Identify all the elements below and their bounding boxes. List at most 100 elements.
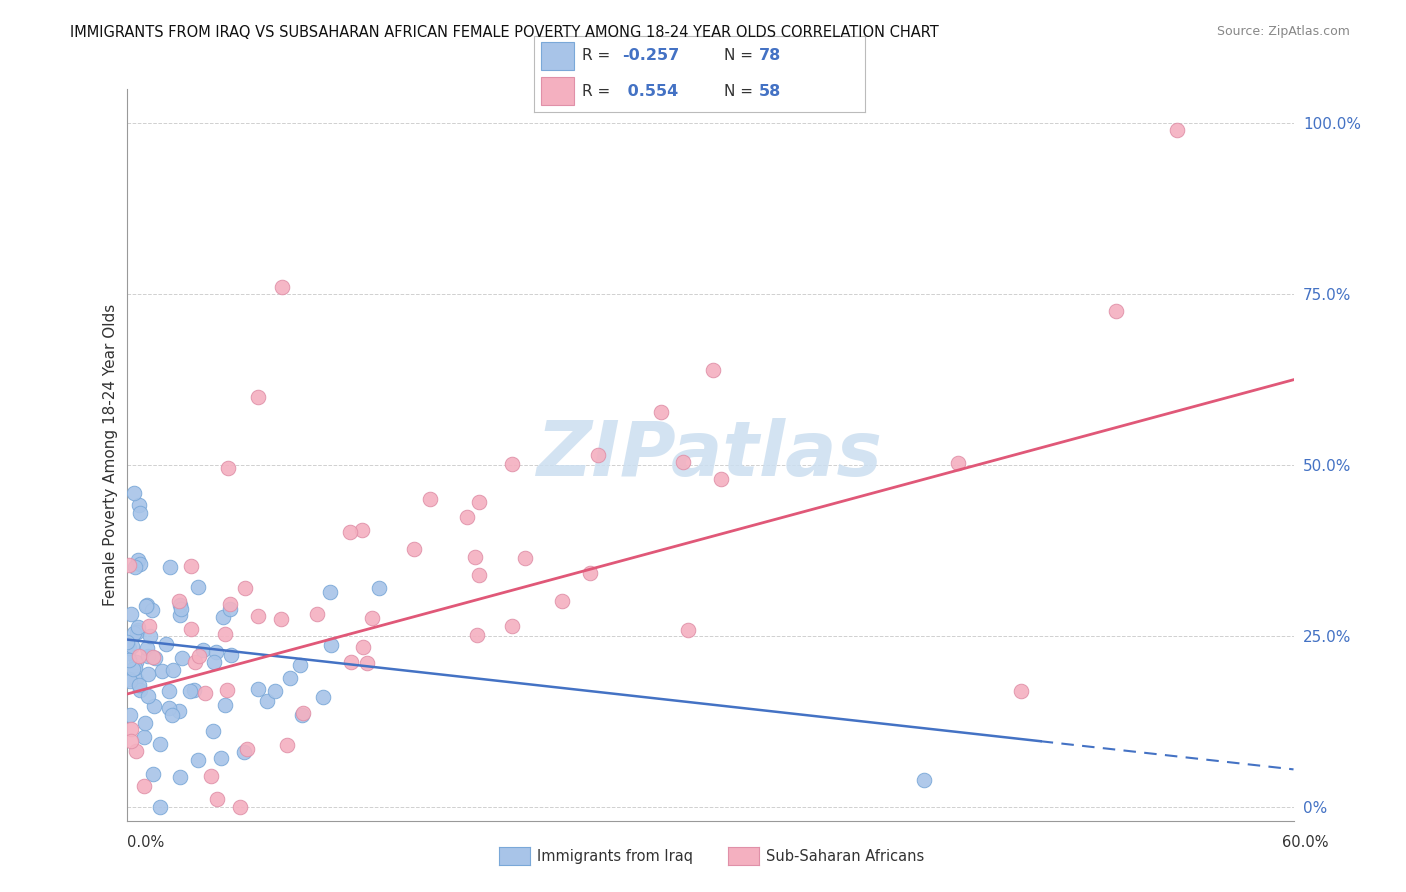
Point	[246, 390, 269, 404]
Point	[180, 558, 202, 573]
Point	[142, 766, 165, 780]
Point	[125, 673, 148, 687]
Point	[121, 639, 143, 653]
Point	[121, 662, 143, 676]
Point	[456, 509, 478, 524]
Point	[132, 730, 155, 744]
Point	[128, 557, 150, 571]
Point	[232, 745, 254, 759]
Point	[307, 607, 329, 622]
Point	[246, 681, 269, 696]
Point	[184, 656, 207, 670]
Point	[167, 594, 190, 608]
Point	[271, 280, 294, 294]
Text: ZIPatlas: ZIPatlas	[537, 418, 883, 491]
Point	[120, 722, 142, 736]
Point	[288, 658, 311, 673]
Point	[136, 689, 159, 703]
FancyBboxPatch shape	[541, 78, 574, 105]
Text: R =: R =	[582, 84, 620, 99]
Point	[264, 683, 287, 698]
Point	[368, 581, 391, 595]
Point	[142, 698, 165, 713]
Point	[340, 655, 363, 669]
Point	[170, 651, 193, 665]
Text: Immigrants from Iraq: Immigrants from Iraq	[537, 849, 693, 863]
Text: 0.554: 0.554	[621, 84, 678, 99]
Point	[188, 649, 211, 664]
Point	[134, 715, 156, 730]
Point	[135, 599, 157, 614]
Point	[187, 753, 209, 767]
Point	[138, 619, 160, 633]
Point	[122, 625, 145, 640]
Point	[135, 598, 157, 612]
Point	[169, 607, 191, 622]
Point	[120, 673, 142, 688]
Point	[117, 646, 139, 660]
Point	[419, 491, 441, 506]
Point	[339, 525, 361, 540]
Point	[236, 742, 259, 756]
Point	[205, 644, 228, 658]
Point	[291, 707, 314, 722]
Point	[150, 664, 173, 678]
Point	[125, 655, 148, 669]
Point	[155, 636, 177, 650]
Point	[229, 800, 252, 814]
Point	[187, 580, 209, 594]
Point	[127, 624, 149, 639]
Point	[194, 686, 217, 700]
Point	[214, 627, 236, 641]
Point	[183, 682, 205, 697]
Point	[118, 672, 141, 686]
Point	[202, 655, 225, 669]
Point	[678, 624, 700, 638]
Point	[143, 651, 166, 665]
Point	[159, 560, 181, 574]
Point	[162, 664, 184, 678]
Text: -0.257: -0.257	[621, 48, 679, 63]
Point	[128, 498, 150, 512]
Point	[138, 630, 160, 644]
Point	[468, 495, 491, 509]
Point	[128, 678, 150, 692]
Point	[650, 405, 672, 419]
Text: 60.0%: 60.0%	[1282, 836, 1329, 850]
Point	[132, 779, 155, 793]
Point	[148, 800, 170, 814]
Point	[912, 772, 935, 787]
Point	[129, 506, 152, 520]
Point	[292, 706, 315, 720]
Text: N =: N =	[724, 84, 758, 99]
Point	[115, 635, 138, 649]
FancyBboxPatch shape	[541, 42, 574, 70]
Point	[117, 641, 139, 656]
Point	[246, 608, 269, 623]
Point	[118, 558, 141, 572]
Point	[136, 648, 159, 663]
Point	[710, 472, 733, 486]
Point	[233, 581, 256, 595]
Point	[120, 607, 142, 622]
Point	[120, 734, 142, 748]
Point	[356, 657, 378, 671]
Point	[127, 623, 149, 637]
Point	[209, 750, 232, 764]
Point	[127, 553, 149, 567]
Point	[312, 690, 335, 704]
Point	[218, 601, 240, 615]
Point	[256, 693, 278, 707]
Point	[125, 744, 148, 758]
Point	[167, 704, 190, 718]
Point	[212, 610, 235, 624]
Text: Source: ZipAtlas.com: Source: ZipAtlas.com	[1216, 25, 1350, 38]
Point	[149, 738, 172, 752]
Point	[214, 698, 236, 713]
Point	[180, 622, 202, 636]
Point	[138, 667, 160, 681]
Point	[672, 455, 695, 469]
Point	[193, 642, 215, 657]
Point	[219, 648, 242, 663]
Point	[513, 551, 536, 566]
